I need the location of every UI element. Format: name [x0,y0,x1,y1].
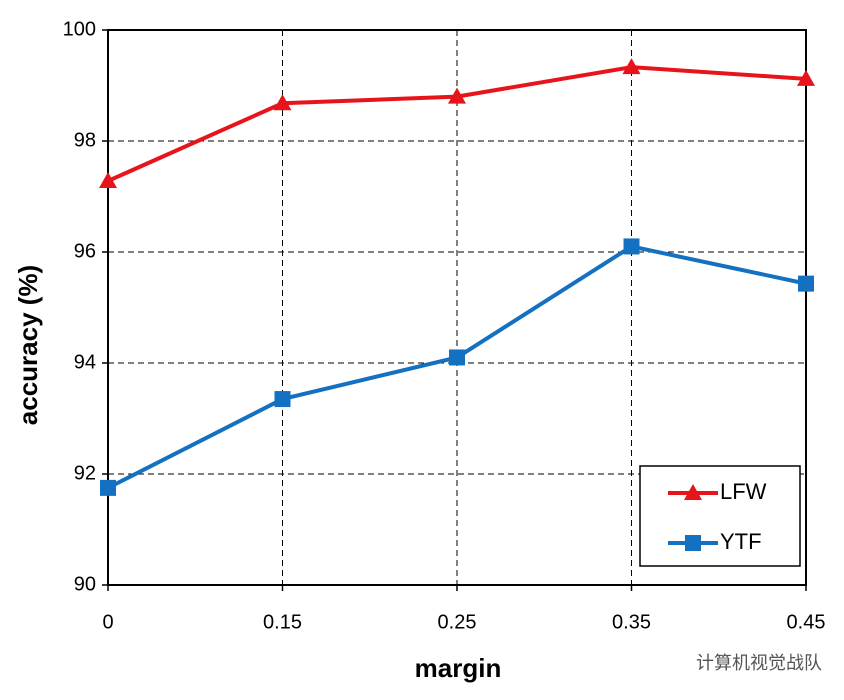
x-axis-label: margin [415,653,502,683]
data-point [798,275,814,292]
data-point [99,171,117,188]
legend-label: YTF [720,529,762,554]
data-point [622,58,641,75]
y-tick-label: 100 [63,18,96,40]
data-point [623,238,640,255]
watermark: 计算机视觉战队 [696,653,822,673]
plot-frame [107,29,807,586]
data-point [448,87,466,104]
y-tick-label: 94 [74,351,96,373]
data-point [274,391,291,408]
x-tick-label: 0.45 [787,611,826,633]
x-tick-label: 0.35 [612,611,651,633]
data-point [797,69,815,86]
legend-label: LFW [720,479,767,504]
data-point [449,349,465,366]
y-tick-label: 98 [74,129,96,151]
x-tick-label: 0 [102,611,113,633]
x-tick-label: 0.15 [263,611,302,633]
legend-marker [685,535,701,551]
y-axis-label: accuracy (%) [13,265,43,425]
x-tick-label: 0.25 [438,611,477,633]
y-tick-label: 90 [74,573,96,595]
y-tick-label: 96 [74,240,96,262]
data-point [100,479,116,496]
y-tick-label: 92 [74,462,96,484]
legend-marker [684,484,702,500]
data-point [273,94,292,111]
legend-box [639,465,801,567]
